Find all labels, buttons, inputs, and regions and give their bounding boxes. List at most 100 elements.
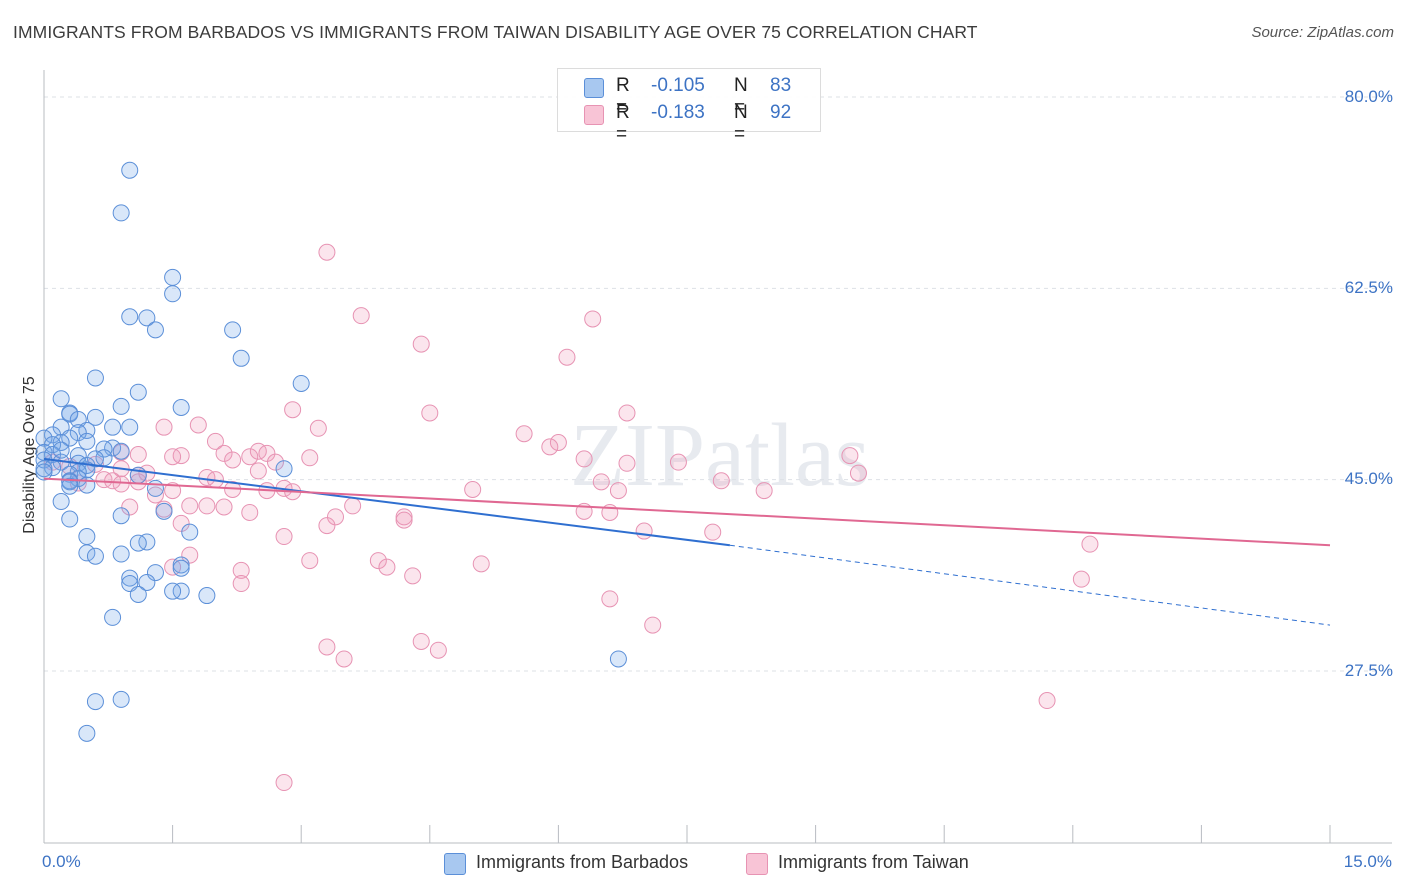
r-value: -0.183 [651, 102, 705, 123]
data-point [601, 590, 619, 608]
data-point [61, 510, 79, 528]
data-point [635, 522, 653, 540]
data-point [172, 399, 190, 417]
data-point [241, 503, 259, 521]
data-point [121, 498, 139, 516]
data-point [112, 545, 130, 563]
data-point [249, 462, 267, 480]
data-point [232, 349, 250, 367]
data-point [146, 479, 164, 497]
data-point [104, 608, 122, 626]
data-point [146, 486, 164, 504]
n-label: N = [734, 102, 748, 145]
data-point [129, 473, 147, 491]
data-point [421, 404, 439, 422]
axes [43, 70, 1392, 844]
data-point [215, 444, 233, 462]
data-point [52, 441, 70, 459]
data-point [78, 544, 96, 562]
data-point [266, 453, 284, 471]
data-point [164, 285, 182, 303]
data-point [52, 493, 70, 511]
data-point [129, 585, 147, 603]
data-point [181, 497, 199, 515]
data-point [52, 390, 70, 408]
data-point [121, 308, 139, 326]
y-tick-label: 80.0% [1344, 87, 1393, 106]
data-point [352, 307, 370, 325]
data-point [592, 473, 610, 491]
data-point [146, 321, 164, 339]
data-point [78, 432, 96, 450]
data-point [464, 481, 482, 499]
data-point [86, 408, 104, 426]
data-point [275, 528, 293, 546]
data-point [318, 638, 336, 656]
data-point [112, 397, 130, 415]
data-point [609, 650, 627, 668]
data-point [549, 433, 567, 451]
taiwan-trend-line [43, 477, 1331, 547]
data-point [138, 309, 156, 327]
data-point [104, 418, 122, 436]
data-point [164, 482, 182, 500]
chart-title: IMMIGRANTS FROM BARBADOS VS IMMIGRANTS F… [13, 22, 978, 42]
data-point [172, 582, 190, 600]
data-point [138, 533, 156, 551]
data-point [335, 650, 353, 668]
data-point [172, 559, 190, 577]
data-point [35, 429, 53, 447]
data-point [164, 582, 182, 600]
data-point [155, 418, 173, 436]
data-point [258, 444, 276, 462]
data-point [301, 552, 319, 570]
data-point [69, 424, 87, 442]
data-point [404, 567, 422, 585]
data-point [121, 161, 139, 179]
data-point [1038, 692, 1056, 710]
data-point [575, 450, 593, 468]
data-point [121, 569, 139, 587]
data-point [584, 310, 602, 328]
data-point [1081, 535, 1099, 553]
r-label: R = [616, 102, 630, 145]
data-point [112, 475, 130, 493]
data-point [412, 335, 430, 353]
data-point [95, 440, 113, 458]
data-point [609, 482, 627, 500]
data-point [181, 523, 199, 541]
barbados-trend-line [43, 457, 730, 547]
data-point [326, 508, 344, 526]
data-point [429, 641, 447, 659]
data-point [472, 555, 490, 573]
data-point [275, 774, 293, 792]
n-value: 83 [770, 75, 792, 96]
r-value: -0.105 [651, 75, 705, 96]
data-point [232, 575, 250, 593]
data-point [241, 448, 259, 466]
data-point [198, 587, 216, 605]
data-point [86, 547, 104, 565]
data-point [618, 404, 636, 422]
data-point [712, 472, 730, 490]
data-point [189, 416, 207, 434]
y-tick-label: 62.5% [1344, 278, 1393, 297]
n-value: 92 [770, 102, 792, 123]
data-point [112, 507, 130, 525]
n-label: N = [734, 75, 748, 118]
taiwan-swatch [584, 105, 604, 125]
y-tick-label: 45.0% [1344, 469, 1393, 488]
data-point [78, 528, 96, 546]
data-point [61, 473, 79, 491]
data-point [224, 321, 242, 339]
data-point [155, 502, 173, 520]
data-point [78, 724, 96, 742]
barbados-legend-swatch [444, 853, 466, 875]
stats-box: R = -0.105 N = 83 R = -0.183 N = 92 [557, 68, 821, 145]
data-point [309, 419, 327, 437]
data-point [146, 564, 164, 582]
data-point [515, 425, 533, 443]
data-point [378, 558, 396, 576]
y-tick-label: 27.5% [1344, 661, 1393, 680]
data-point [112, 442, 130, 460]
